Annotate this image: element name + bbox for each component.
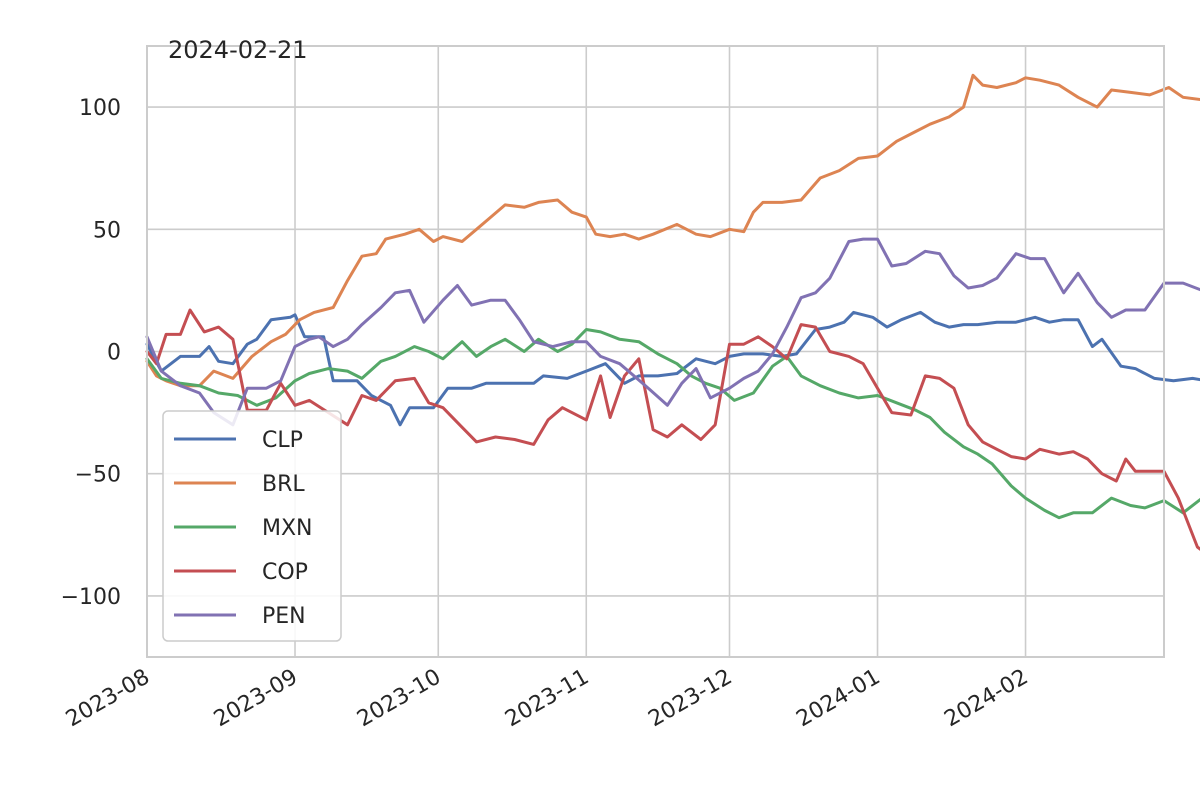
series-line-brl: [145, 73, 1200, 388]
y-tick-label: −50: [75, 463, 121, 488]
legend-label-brl: BRL: [262, 472, 305, 497]
series-line-pen: [145, 237, 1200, 427]
legend-label-clp: CLP: [262, 428, 303, 453]
plot-frame: [146, 45, 1165, 658]
series-lines: [145, 73, 1200, 551]
y-tick-labels: 100 50 0 −50 −100: [61, 96, 121, 610]
legend-label-mxn: MXN: [262, 516, 313, 541]
series-line-clp: [145, 310, 1200, 427]
date-annotation: 2024-02-21: [168, 36, 307, 64]
y-tick-label: 50: [93, 218, 121, 243]
y-tick-label: −100: [61, 585, 121, 610]
legend-label-pen: PEN: [262, 604, 306, 629]
y-tick-label: 0: [107, 341, 121, 366]
legend-box: [162, 410, 342, 642]
legend: CLP BRL MXN COP PEN: [162, 410, 342, 642]
y-tick-label: 100: [79, 96, 121, 121]
legend-label-cop: COP: [262, 560, 308, 585]
series-line-cop: [145, 308, 1200, 551]
